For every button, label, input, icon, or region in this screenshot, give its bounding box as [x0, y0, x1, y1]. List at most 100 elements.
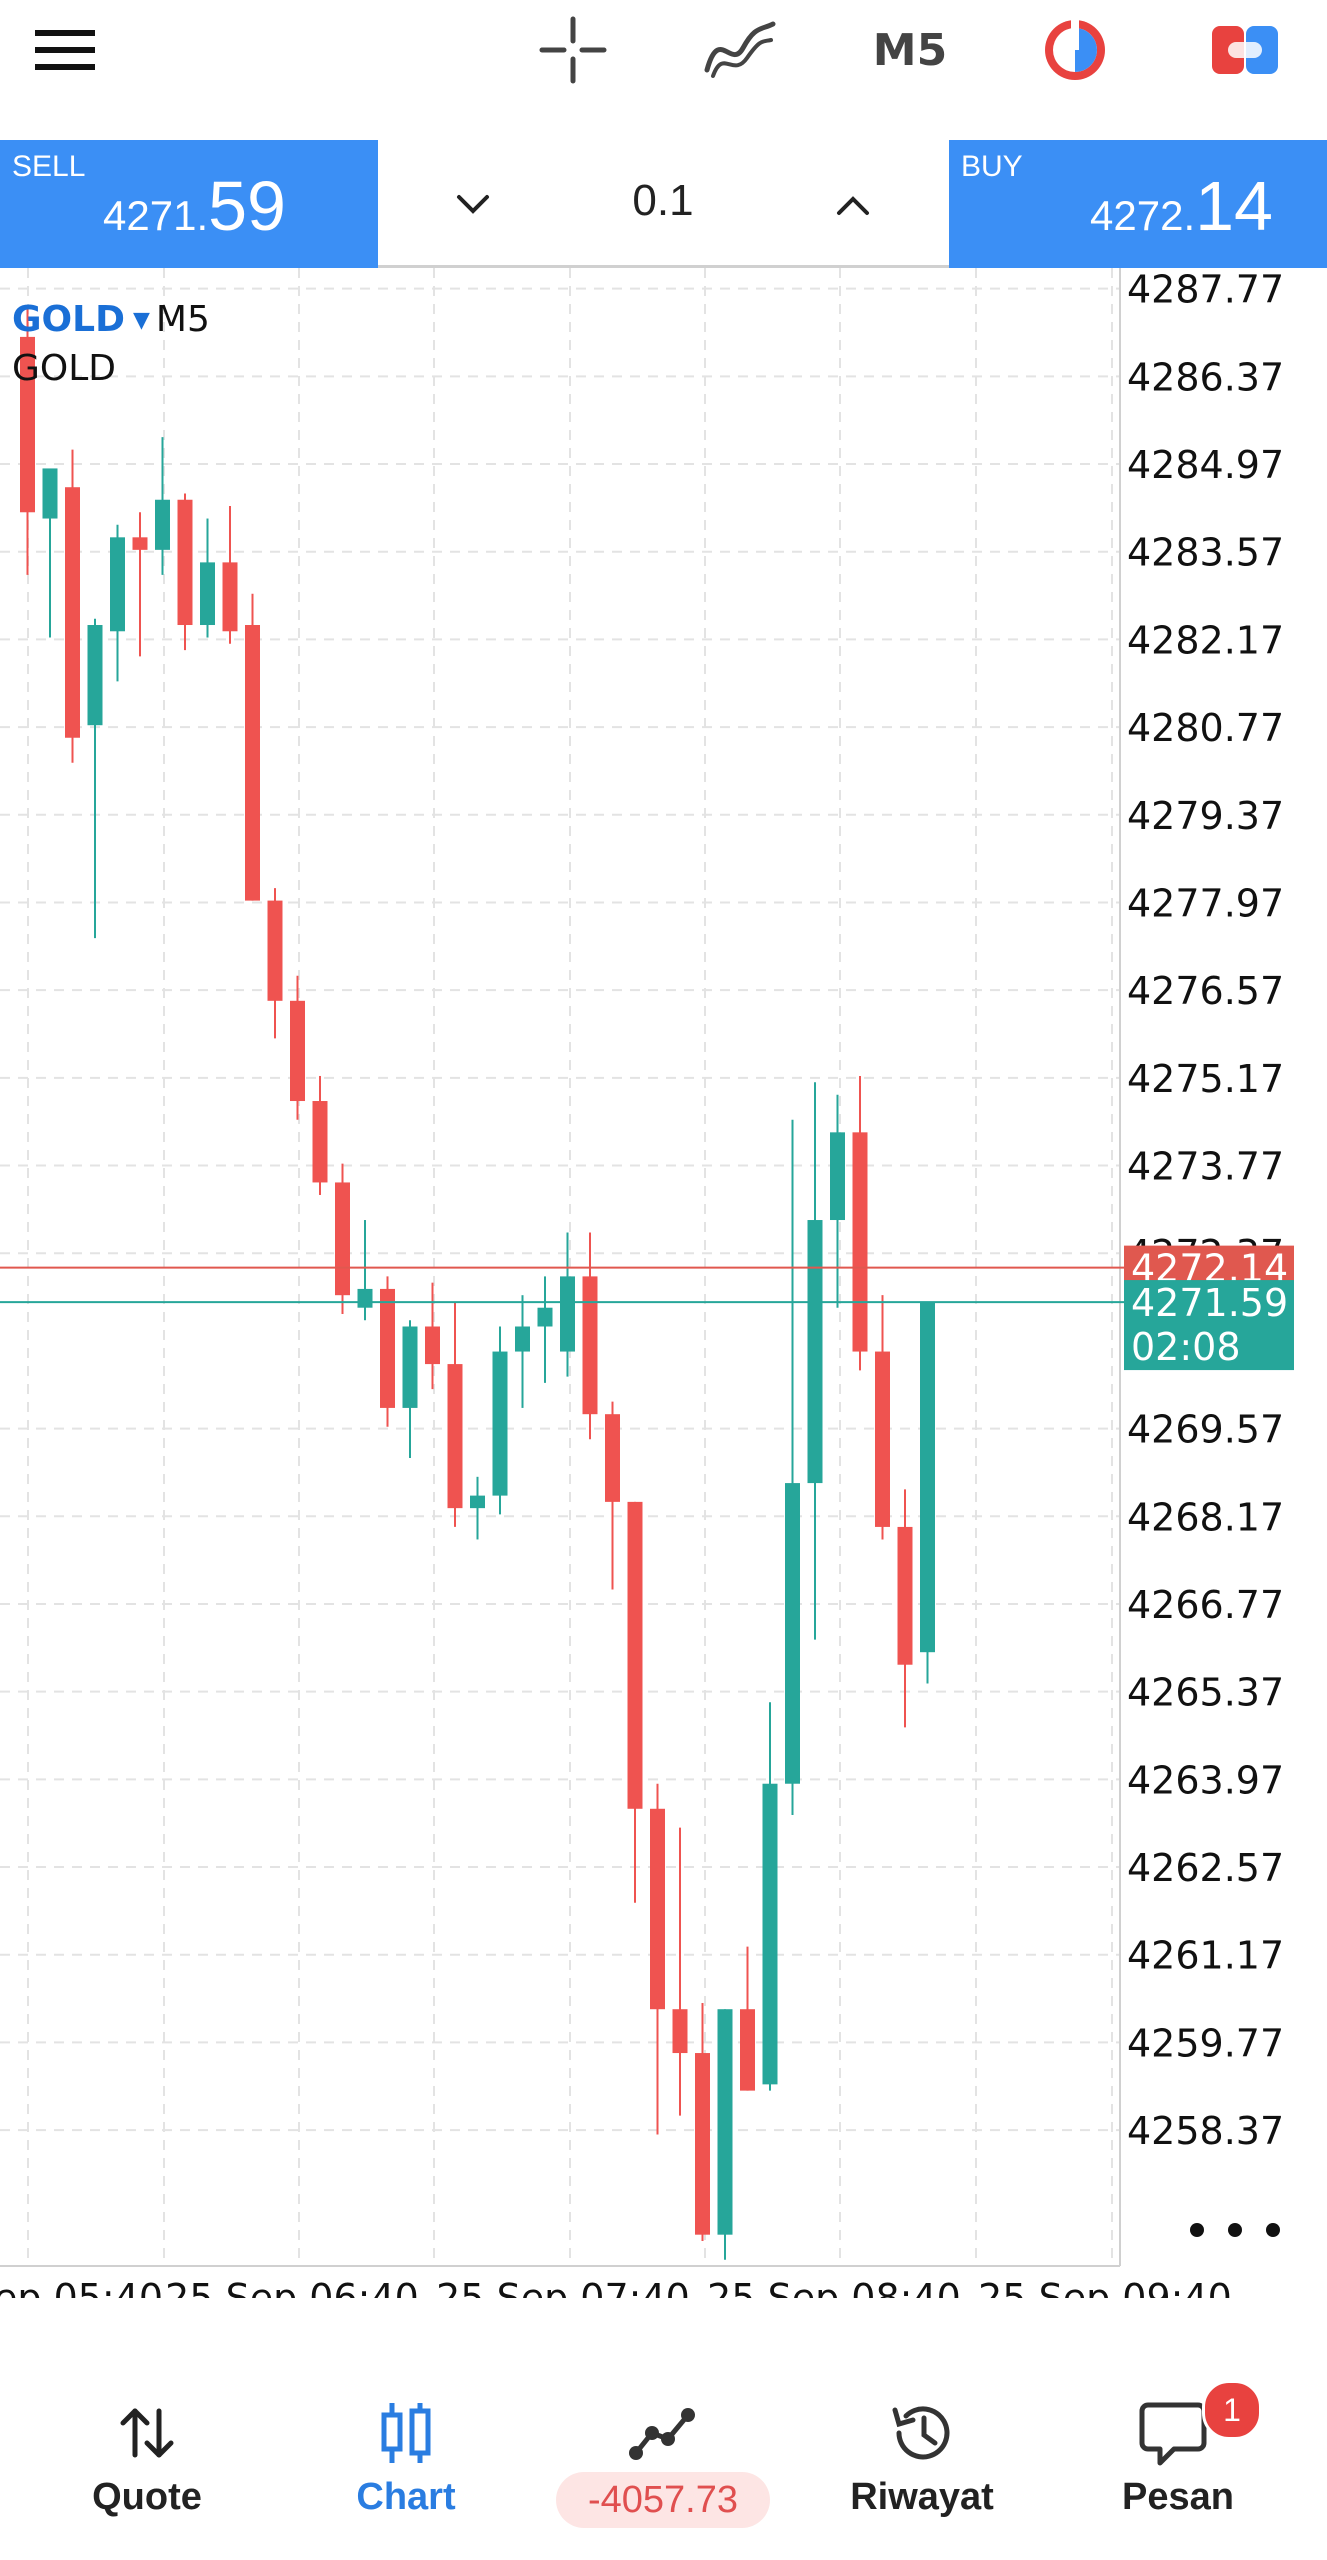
- candle-bearish: [650, 1808, 665, 2010]
- y-tick-label: 4261.17: [1127, 1934, 1284, 1978]
- price-chart[interactable]: 4287.77 4286.37 4284.97 4283.57 4282.17 4280.…: [0, 268, 1327, 2298]
- candle-bearish: [177, 499, 193, 626]
- timeframe-button[interactable]: M5: [872, 24, 948, 76]
- symbol-info: GOLD ▼ M5 GOLD: [12, 296, 210, 393]
- candlestick-chart-svg[interactable]: 4287.77 4286.37 4284.97 4283.57 4282.17 4280.…: [0, 268, 1327, 2298]
- symbol-timeframe: M5: [155, 299, 210, 340]
- y-tick-label: 4259.77: [1127, 2021, 1284, 2065]
- crosshair-icon[interactable]: [530, 0, 615, 100]
- candle-bearish: [20, 336, 35, 513]
- candle-bearish: [740, 2009, 755, 2091]
- nav-quote[interactable]: Quote: [22, 2348, 272, 2560]
- y-tick-label: 4284.97: [1127, 443, 1284, 487]
- nav-history-label: Riwayat: [850, 2476, 994, 2518]
- trade-icon[interactable]: [1195, 0, 1295, 100]
- sell-price: 4271.59: [103, 166, 286, 246]
- nav-chart[interactable]: Chart: [281, 2348, 531, 2560]
- sell-price-big: 59: [208, 167, 286, 245]
- candle-bullish: [470, 1495, 485, 1509]
- candle-bearish: [312, 1101, 328, 1183]
- profit-value: -4057.73: [556, 2472, 770, 2528]
- candle-bearish: [875, 1351, 890, 1527]
- chevron-down-icon: [457, 195, 489, 214]
- candle-bullish: [110, 537, 125, 632]
- buy-price-big: 14: [1195, 167, 1273, 245]
- sell-label: SELL: [12, 150, 86, 183]
- candle-bearish: [380, 1288, 395, 1408]
- more-options-icon[interactable]: [1190, 2208, 1280, 2252]
- candle-bullish: [762, 1783, 778, 2085]
- sell-button[interactable]: SELL 4271.59: [0, 140, 378, 268]
- x-tick-label: 25 Sep 09:40: [978, 2276, 1232, 2298]
- candle-bullish: [357, 1288, 373, 1308]
- y-tick-label: 4283.57: [1127, 531, 1284, 575]
- y-tick-label: 4273.77: [1127, 1145, 1284, 1189]
- y-tick-label: 4269.57: [1127, 1408, 1284, 1452]
- nav-history[interactable]: Riwayat: [797, 2348, 1047, 2560]
- buy-label: BUY: [961, 150, 1023, 183]
- y-tick-label: 4282.17: [1127, 618, 1284, 662]
- symbol-dropdown-icon[interactable]: ▼: [132, 308, 150, 333]
- y-tick-label: 4263.97: [1127, 1758, 1284, 1802]
- bottom-navigation: Quote Chart -4057.73 Riwayat 1 Pesan: [0, 2348, 1327, 2560]
- one-click-trading-icon[interactable]: [1030, 0, 1120, 100]
- y-tick-label: 4276.57: [1127, 969, 1284, 1013]
- candle-bearish: [65, 487, 80, 738]
- candle-bullish: [807, 1220, 823, 1484]
- y-tick-label: 4266.77: [1127, 1583, 1284, 1627]
- candle-bearish: [897, 1526, 913, 1665]
- symbol-name[interactable]: GOLD: [12, 299, 125, 340]
- indicators-icon[interactable]: [695, 0, 785, 100]
- volume-decrease-button[interactable]: [438, 170, 508, 240]
- x-tick-label: 25 Sep 07:40: [436, 2276, 690, 2298]
- candle-bearish: [672, 2009, 688, 2054]
- nav-quote-label: Quote: [92, 2476, 202, 2518]
- hamburger-icon[interactable]: [20, 0, 110, 100]
- candle-bearish: [425, 1326, 440, 1365]
- messages-badge: 1: [1202, 2380, 1262, 2440]
- y-tick-label: 4275.17: [1127, 1057, 1284, 1101]
- candle-bullish: [560, 1276, 575, 1352]
- y-tick-label: 4280.77: [1127, 706, 1284, 750]
- y-tick-label: 4258.37: [1127, 2109, 1284, 2153]
- candle-bullish: [492, 1351, 508, 1496]
- candle-bullish: [537, 1307, 553, 1327]
- nav-trade[interactable]: -4057.73: [538, 2348, 788, 2560]
- quote-arrows-icon: [107, 2393, 187, 2473]
- candle-bullish: [717, 2009, 733, 2235]
- symbol-description: GOLD: [12, 348, 117, 389]
- candle-bearish: [582, 1276, 598, 1415]
- candle-bearish: [290, 1000, 305, 1102]
- x-tick-label: 25 Sep 08:40: [707, 2276, 961, 2298]
- candle-bullish: [830, 1132, 845, 1221]
- buy-button[interactable]: BUY 4272.14: [949, 140, 1327, 268]
- bid-price-box: [1124, 1280, 1294, 1371]
- y-tick-label: 4287.77: [1127, 268, 1284, 312]
- top-toolbar: M5: [0, 0, 1327, 140]
- candle-bearish: [267, 900, 283, 1001]
- candle-bearish: [447, 1364, 463, 1509]
- candle-bearish: [695, 2053, 710, 2235]
- nav-chart-label: Chart: [356, 2476, 456, 2518]
- bar-countdown-label: 02:08: [1131, 1325, 1241, 1369]
- volume-value[interactable]: 0.1: [632, 176, 694, 225]
- candle-bearish: [335, 1182, 350, 1296]
- x-tick-label: 25 Sep 06:40: [165, 2276, 419, 2298]
- candle-bullish: [515, 1326, 530, 1352]
- chart-candles-icon: [366, 2393, 446, 2473]
- buy-price-prefix: 4272.: [1090, 192, 1196, 239]
- volume-increase-button[interactable]: [818, 170, 888, 240]
- candle-bullish: [155, 499, 170, 550]
- y-tick-label: 4286.37: [1127, 355, 1284, 399]
- trade-line-icon: [623, 2393, 703, 2473]
- buy-price: 4272.14: [1090, 166, 1273, 246]
- candle-bullish: [920, 1301, 935, 1653]
- candle-bearish: [605, 1414, 620, 1502]
- y-tick-label: 4279.37: [1127, 794, 1284, 838]
- y-tick-label: 4268.17: [1127, 1495, 1284, 1539]
- x-tick-label: ep 05:40: [0, 2276, 163, 2298]
- y-tick-label: 4277.97: [1127, 881, 1284, 925]
- nav-messages[interactable]: 1 Pesan: [1053, 2348, 1303, 2560]
- candle-bullish: [87, 625, 103, 726]
- nav-messages-label: Pesan: [1122, 2476, 1234, 2518]
